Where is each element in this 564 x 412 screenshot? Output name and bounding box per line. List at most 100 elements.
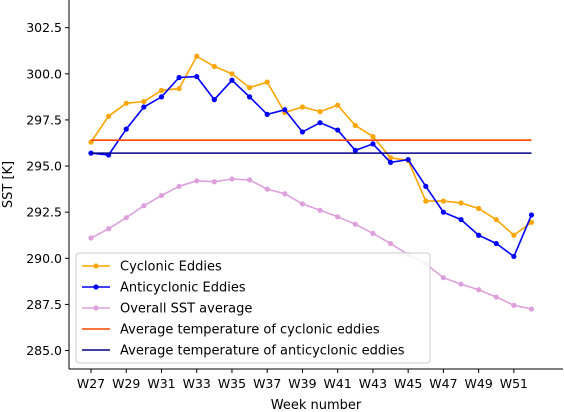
legend-label-cyclonic-eddies: Cyclonic Eddies	[120, 260, 222, 275]
x-tick-label: W45	[394, 376, 422, 391]
data-point-anticyclonic-eddies	[370, 141, 376, 147]
x-tick-label: W35	[218, 376, 246, 391]
data-point-overall-sst-average	[264, 186, 270, 192]
data-point-overall-sst-average	[370, 230, 376, 236]
data-point-anticyclonic-eddies	[440, 209, 446, 215]
legend-label-anticyclonic-eddies: Anticyclonic Eddies	[120, 281, 246, 296]
legend-label-average-temperature-of-cyclonic-eddies: Average temperature of cyclonic eddies	[120, 323, 380, 338]
y-tick-label: 297.5	[26, 112, 62, 127]
data-point-overall-sst-average	[387, 240, 394, 247]
data-point-overall-sst-average	[493, 294, 499, 300]
data-point-overall-sst-average	[88, 235, 94, 241]
data-point-anticyclonic-eddies	[458, 216, 464, 223]
data-point-anticyclonic-eddies	[423, 183, 429, 189]
series-line-overall-sst-average	[90, 178, 532, 310]
data-point-cyclonic-eddies	[246, 85, 253, 91]
legend-marker-overall-sst-average	[93, 305, 99, 311]
data-point-cyclonic-eddies	[194, 53, 200, 59]
data-point-anticyclonic-eddies	[405, 156, 411, 163]
series-line-cyclonic-eddies	[90, 55, 532, 237]
data-point-anticyclonic-eddies	[282, 107, 288, 113]
data-point-overall-sst-average	[458, 281, 464, 287]
data-point-overall-sst-average	[511, 302, 517, 308]
data-point-anticyclonic-eddies	[158, 94, 165, 100]
y-tick-label: 292.5	[26, 205, 62, 220]
data-point-cyclonic-eddies	[458, 200, 464, 206]
data-point-cyclonic-eddies	[158, 87, 165, 94]
legend-label-average-temperature-of-anticyclonic-eddies: Average temperature of anticyclonic eddi…	[120, 344, 405, 359]
data-point-anticyclonic-eddies	[194, 73, 200, 80]
series-layer	[88, 53, 535, 312]
data-point-overall-sst-average	[299, 201, 306, 207]
data-point-overall-sst-average	[282, 191, 288, 197]
x-tick-label: W47	[429, 376, 457, 391]
data-point-anticyclonic-eddies	[229, 77, 235, 83]
data-point-cyclonic-eddies	[123, 100, 129, 106]
y-tick-label: 300.0	[26, 66, 62, 81]
data-point-anticyclonic-eddies	[511, 253, 517, 260]
data-point-anticyclonic-eddies	[335, 127, 341, 133]
data-point-cyclonic-eddies	[106, 113, 112, 119]
y-tick-label: 302.5	[26, 20, 62, 35]
data-point-overall-sst-average	[440, 275, 446, 281]
data-point-anticyclonic-eddies	[123, 126, 129, 132]
y-axis-label: SST [K]	[1, 161, 16, 208]
data-point-overall-sst-average	[123, 215, 129, 221]
data-point-overall-sst-average	[194, 178, 200, 184]
data-point-overall-sst-average	[141, 203, 147, 209]
data-point-anticyclonic-eddies	[528, 212, 535, 218]
x-tick-label: W33	[183, 376, 211, 391]
data-point-anticyclonic-eddies	[493, 240, 499, 247]
data-point-cyclonic-eddies	[317, 109, 323, 115]
legend: Cyclonic Eddies Anticyclonic Eddies Overal…	[75, 252, 431, 364]
data-point-cyclonic-eddies	[370, 133, 376, 140]
data-point-cyclonic-eddies	[440, 198, 446, 204]
data-point-cyclonic-eddies	[352, 122, 358, 129]
data-point-cyclonic-eddies	[264, 79, 270, 85]
legend-label-overall-sst-average: Overall SST average	[120, 302, 252, 317]
data-point-cyclonic-eddies	[176, 85, 182, 92]
x-tick-label: W49	[465, 376, 493, 391]
data-point-anticyclonic-eddies	[246, 94, 253, 100]
data-point-overall-sst-average	[528, 306, 535, 312]
data-point-cyclonic-eddies	[387, 155, 394, 161]
data-point-anticyclonic-eddies	[476, 232, 482, 238]
data-point-overall-sst-average	[335, 214, 341, 220]
y-tick-label: 285.0	[26, 343, 62, 358]
legend-marker-cyclonic-eddies	[93, 263, 99, 269]
data-point-cyclonic-eddies	[493, 216, 499, 223]
data-point-cyclonic-eddies	[211, 63, 217, 70]
axes	[68, 0, 563, 370]
x-tick-label: W39	[288, 376, 316, 391]
data-point-cyclonic-eddies	[528, 219, 535, 225]
data-point-overall-sst-average	[476, 287, 482, 293]
data-point-overall-sst-average	[352, 221, 358, 227]
x-tick-label: W37	[253, 376, 281, 391]
x-tick-label: W43	[359, 376, 387, 391]
legend-marker-anticyclonic-eddies	[93, 284, 99, 290]
data-point-cyclonic-eddies	[476, 205, 482, 212]
data-point-anticyclonic-eddies	[211, 97, 217, 103]
data-point-anticyclonic-eddies	[387, 159, 394, 165]
x-tick-label: W41	[324, 376, 352, 391]
data-point-anticyclonic-eddies	[264, 111, 270, 117]
data-point-anticyclonic-eddies	[352, 147, 358, 153]
data-point-overall-sst-average	[211, 179, 217, 185]
x-axis-ticks: W27 W29 W31 W33 W35 W37 W39 W41 W43 W45 W47 W49 W51	[77, 369, 528, 391]
data-point-cyclonic-eddies	[511, 232, 517, 238]
y-tick-label: 287.5	[26, 297, 62, 312]
data-point-cyclonic-eddies	[141, 98, 147, 105]
data-point-cyclonic-eddies	[229, 71, 235, 77]
data-point-overall-sst-average	[317, 207, 323, 213]
data-point-cyclonic-eddies	[423, 198, 429, 204]
data-point-anticyclonic-eddies	[299, 129, 306, 135]
data-point-anticyclonic-eddies	[141, 104, 147, 110]
x-tick-label: W51	[500, 376, 528, 391]
x-tick-label: W31	[147, 376, 175, 391]
data-point-overall-sst-average	[106, 226, 112, 232]
data-point-anticyclonic-eddies	[176, 74, 182, 81]
x-tick-label: W29	[112, 376, 140, 391]
y-tick-label: 290.0	[26, 251, 62, 266]
data-point-overall-sst-average	[158, 192, 165, 199]
